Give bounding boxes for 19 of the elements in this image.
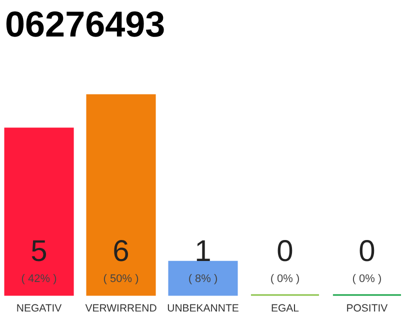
bar (168, 260, 238, 296)
data-label: 1 (194, 235, 212, 268)
x-tick-label: UNBEKANNTE (167, 302, 239, 314)
annotation: ( 8% ) (188, 273, 218, 285)
data-label: 6 (112, 235, 130, 268)
data-label: 0 (276, 235, 294, 268)
data-label: 0 (358, 235, 376, 268)
x-tick-label: EGAL (270, 302, 300, 314)
data-label: 5 (30, 235, 48, 268)
bar (86, 94, 156, 296)
annotation: ( 0% ) (352, 273, 382, 285)
annotation: ( 0% ) (270, 273, 300, 285)
chart-title: 06276493 (5, 3, 166, 44)
x-tick-label: POSITIV (346, 302, 388, 314)
annotation: ( 42% ) (21, 273, 57, 285)
x-tick-label: VERWIRREND (85, 302, 158, 314)
bar (4, 128, 74, 296)
annotation: ( 50% ) (103, 273, 139, 285)
x-tick-label: NEGATIV (16, 302, 62, 314)
